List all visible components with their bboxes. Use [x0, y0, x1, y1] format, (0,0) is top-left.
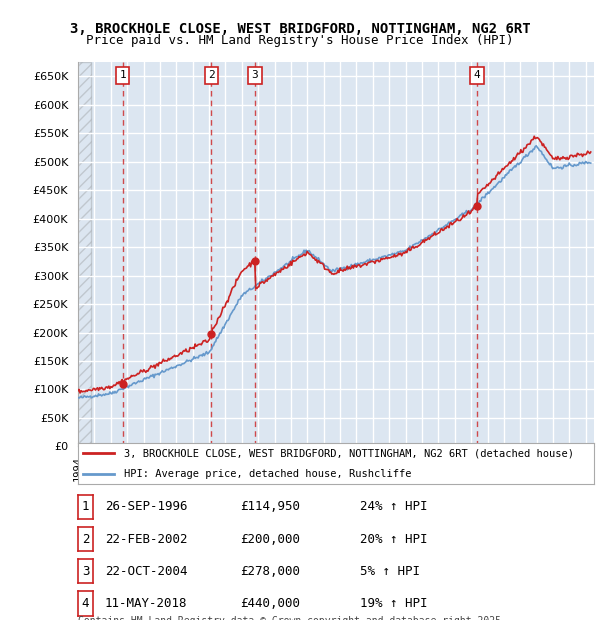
Text: 3, BROCKHOLE CLOSE, WEST BRIDGFORD, NOTTINGHAM, NG2 6RT: 3, BROCKHOLE CLOSE, WEST BRIDGFORD, NOTT… [70, 22, 530, 36]
Text: 3: 3 [82, 565, 89, 578]
Text: 1: 1 [119, 71, 126, 81]
Text: 2: 2 [208, 71, 215, 81]
Text: 3: 3 [252, 71, 259, 81]
Text: £200,000: £200,000 [240, 533, 300, 546]
Text: £440,000: £440,000 [240, 597, 300, 610]
Text: £114,950: £114,950 [240, 500, 300, 513]
Text: 1: 1 [82, 500, 89, 513]
Text: 22-OCT-2004: 22-OCT-2004 [105, 565, 187, 578]
Text: 5% ↑ HPI: 5% ↑ HPI [360, 565, 420, 578]
Text: 4: 4 [82, 597, 89, 610]
Text: 24% ↑ HPI: 24% ↑ HPI [360, 500, 427, 513]
Text: 20% ↑ HPI: 20% ↑ HPI [360, 533, 427, 546]
Text: 3, BROCKHOLE CLOSE, WEST BRIDGFORD, NOTTINGHAM, NG2 6RT (detached house): 3, BROCKHOLE CLOSE, WEST BRIDGFORD, NOTT… [124, 448, 574, 458]
Text: 22-FEB-2002: 22-FEB-2002 [105, 533, 187, 546]
Text: Price paid vs. HM Land Registry's House Price Index (HPI): Price paid vs. HM Land Registry's House … [86, 34, 514, 47]
Text: 11-MAY-2018: 11-MAY-2018 [105, 597, 187, 610]
Text: Contains HM Land Registry data © Crown copyright and database right 2025.: Contains HM Land Registry data © Crown c… [78, 616, 507, 620]
Text: 4: 4 [473, 71, 481, 81]
Bar [78, 62, 91, 446]
Text: 2: 2 [82, 533, 89, 546]
Text: £278,000: £278,000 [240, 565, 300, 578]
Text: 26-SEP-1996: 26-SEP-1996 [105, 500, 187, 513]
Text: HPI: Average price, detached house, Rushcliffe: HPI: Average price, detached house, Rush… [124, 469, 412, 479]
Text: 19% ↑ HPI: 19% ↑ HPI [360, 597, 427, 610]
